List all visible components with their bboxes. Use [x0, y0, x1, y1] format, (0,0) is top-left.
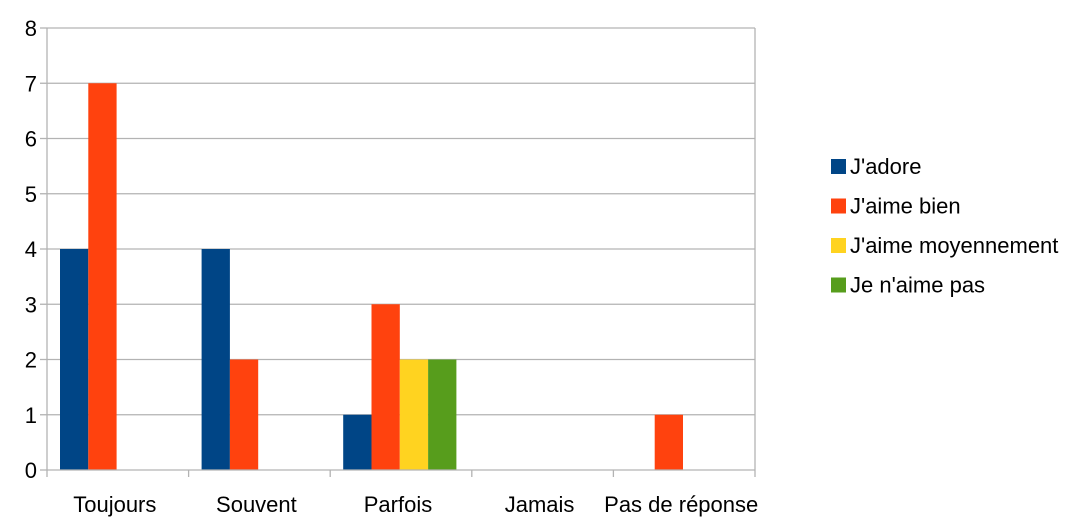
- x-tick-label: Pas de réponse: [604, 492, 758, 517]
- bar: [343, 414, 372, 470]
- y-tick-label: 3: [25, 292, 37, 317]
- x-tick-label: Jamais: [505, 492, 575, 517]
- legend-swatch: [831, 159, 846, 174]
- bar: [399, 359, 429, 470]
- legend: J'adore J'aime bien J'aime moyennement Je n…: [831, 154, 1058, 298]
- legend-swatch: [831, 277, 846, 293]
- y-tick-label: 5: [25, 182, 37, 207]
- axes: [46, 28, 756, 471]
- y-tick-label: 0: [25, 458, 37, 483]
- bar: [229, 359, 259, 470]
- y-tick-label: 2: [25, 348, 37, 373]
- y-axis-ticks: 0 1 2 3 4 5 6 7 8: [25, 16, 47, 483]
- legend-label: Je n'aime pas: [850, 273, 985, 298]
- bar: [88, 83, 117, 470]
- x-tick-label: Toujours: [73, 492, 156, 517]
- bar: [654, 414, 683, 470]
- bars: [60, 83, 683, 470]
- x-tick-label: Souvent: [216, 492, 297, 517]
- x-axis-ticks: Toujours Souvent Parfois Jamais Pas de répon…: [46, 470, 758, 517]
- legend-label: J'aime moyennement: [850, 233, 1058, 258]
- y-tick-label: 1: [25, 403, 37, 428]
- y-tick-label: 7: [25, 71, 37, 96]
- y-tick-label: 8: [25, 16, 37, 41]
- y-tick-label: 4: [25, 237, 37, 262]
- gridlines: [47, 27, 755, 416]
- legend-label: J'adore: [850, 154, 921, 179]
- legend-label: J'aime bien: [850, 194, 961, 219]
- legend-swatch: [831, 198, 846, 214]
- bar: [201, 249, 230, 470]
- y-tick-label: 6: [25, 127, 37, 152]
- legend-swatch: [831, 238, 846, 253]
- bar: [60, 249, 89, 470]
- x-tick-label: Parfois: [364, 492, 432, 517]
- bar: [371, 304, 400, 470]
- bar: [428, 359, 457, 470]
